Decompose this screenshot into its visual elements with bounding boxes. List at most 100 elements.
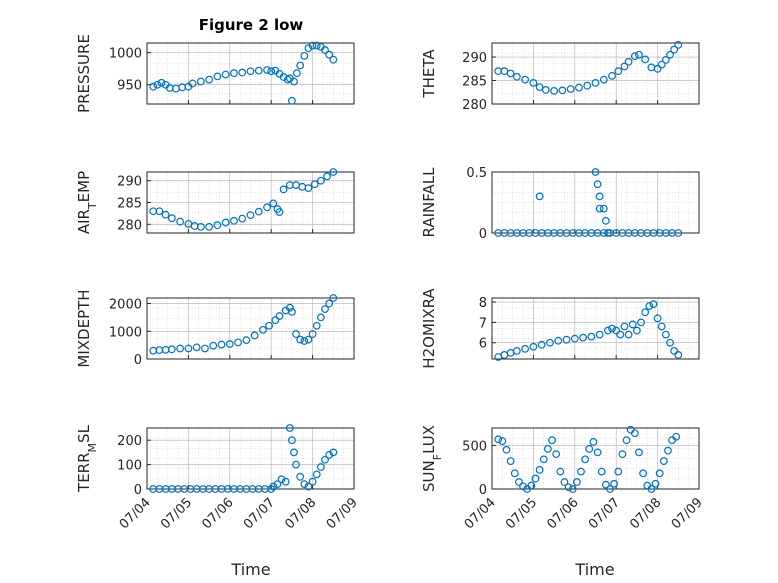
- y-tick-label: 285: [117, 197, 142, 212]
- data-point: [568, 485, 577, 493]
- data-point: [548, 436, 556, 445]
- data-point: [292, 69, 301, 78]
- data-point: [639, 469, 648, 478]
- data-point: [196, 222, 205, 231]
- data-point: [149, 82, 158, 91]
- data-point: [595, 192, 604, 201]
- y-axis-label: PRESSURE: [75, 34, 93, 113]
- data-point: [238, 68, 247, 77]
- data-point: [238, 214, 247, 223]
- y-tick-label: 280: [462, 98, 487, 113]
- data-point: [593, 448, 602, 457]
- x-tick-label: 07/07: [241, 495, 278, 532]
- subplot-8: 0 500 07/04 07/05 07/06 07/07 07/08 07/09 SUNFLU…: [420, 425, 706, 532]
- axes-frame: [491, 427, 700, 490]
- data-point: [292, 330, 300, 338]
- data-point: [316, 463, 325, 471]
- data-point: [321, 46, 329, 54]
- data-point: [288, 307, 296, 316]
- axes-frame: [146, 42, 355, 105]
- data-point: [292, 181, 300, 189]
- subplot-3: 280 285 290 AIRTEMP: [75, 168, 355, 234]
- data-point: [259, 325, 267, 334]
- data-point: [506, 69, 515, 78]
- data-point: [653, 64, 662, 73]
- data-point: [217, 340, 226, 349]
- data-point: [604, 229, 612, 237]
- data-point: [674, 40, 683, 49]
- data-point: [614, 67, 623, 76]
- data-point: [230, 69, 238, 78]
- data-point: [626, 425, 635, 434]
- data-point: [288, 96, 296, 105]
- x-axis-label-left: Time: [230, 560, 270, 579]
- data-point: [265, 321, 274, 330]
- data-point: [201, 344, 209, 353]
- y-tick-label: 0.5: [466, 166, 487, 181]
- data-point: [304, 482, 313, 491]
- data-point: [192, 343, 201, 352]
- data-point: [321, 455, 329, 464]
- data-point: [296, 335, 305, 344]
- data-point: [213, 72, 222, 81]
- data-point: [281, 477, 290, 486]
- y-tick-label: 8: [479, 296, 487, 311]
- data-point: [494, 435, 503, 444]
- data-point: [285, 303, 294, 312]
- data-point: [608, 324, 616, 333]
- data-point: [620, 62, 629, 71]
- data-point: [323, 172, 331, 181]
- data-point: [209, 341, 218, 350]
- y-axis-label: H2OMIXRA: [420, 288, 438, 369]
- y-axis-label: TERRMSL: [75, 424, 99, 493]
- data-point: [290, 448, 298, 457]
- data-point: [651, 479, 660, 488]
- data-point: [554, 336, 563, 345]
- data-point: [637, 318, 645, 327]
- data-point: [267, 67, 276, 76]
- data-point: [604, 326, 612, 335]
- data-point: [657, 322, 666, 331]
- data-point: [277, 475, 286, 484]
- data-point: [535, 83, 544, 92]
- data-point: [641, 308, 650, 317]
- data-point: [519, 482, 527, 491]
- data-point: [246, 67, 255, 76]
- data-point: [321, 305, 329, 313]
- data-point: [176, 344, 185, 353]
- data-point: [587, 332, 596, 341]
- data-point: [635, 50, 643, 59]
- data-point: [300, 337, 309, 345]
- data-point: [612, 326, 621, 335]
- data-point: [205, 222, 214, 231]
- data-point: [672, 432, 681, 441]
- data-point: [537, 340, 546, 349]
- data-point: [630, 52, 639, 61]
- data-point: [529, 78, 538, 87]
- data-point: [630, 429, 639, 438]
- data-point: [535, 465, 544, 474]
- y-tick-label: 200: [117, 434, 142, 449]
- y-tick-label: 290: [462, 51, 487, 66]
- axes-frame: [146, 427, 355, 490]
- data-point: [624, 57, 633, 66]
- data-point: [543, 445, 552, 453]
- data-point: [599, 75, 608, 84]
- data-point: [246, 211, 255, 220]
- data-point: [329, 168, 338, 176]
- y-tick-label: 1000: [109, 47, 142, 62]
- y-tick-label: 2000: [109, 298, 142, 313]
- data-point: [275, 208, 284, 216]
- x-axis-label-right: Time: [574, 560, 614, 579]
- data-point: [527, 481, 536, 490]
- x-tick-label: 07/06: [545, 495, 582, 532]
- data-point: [577, 467, 585, 476]
- data-point: [269, 482, 278, 491]
- data-point: [541, 86, 550, 94]
- data-point: [312, 321, 321, 330]
- data-point: [664, 446, 672, 455]
- data-point: [242, 336, 251, 345]
- data-point: [657, 60, 666, 69]
- data-point: [666, 338, 674, 347]
